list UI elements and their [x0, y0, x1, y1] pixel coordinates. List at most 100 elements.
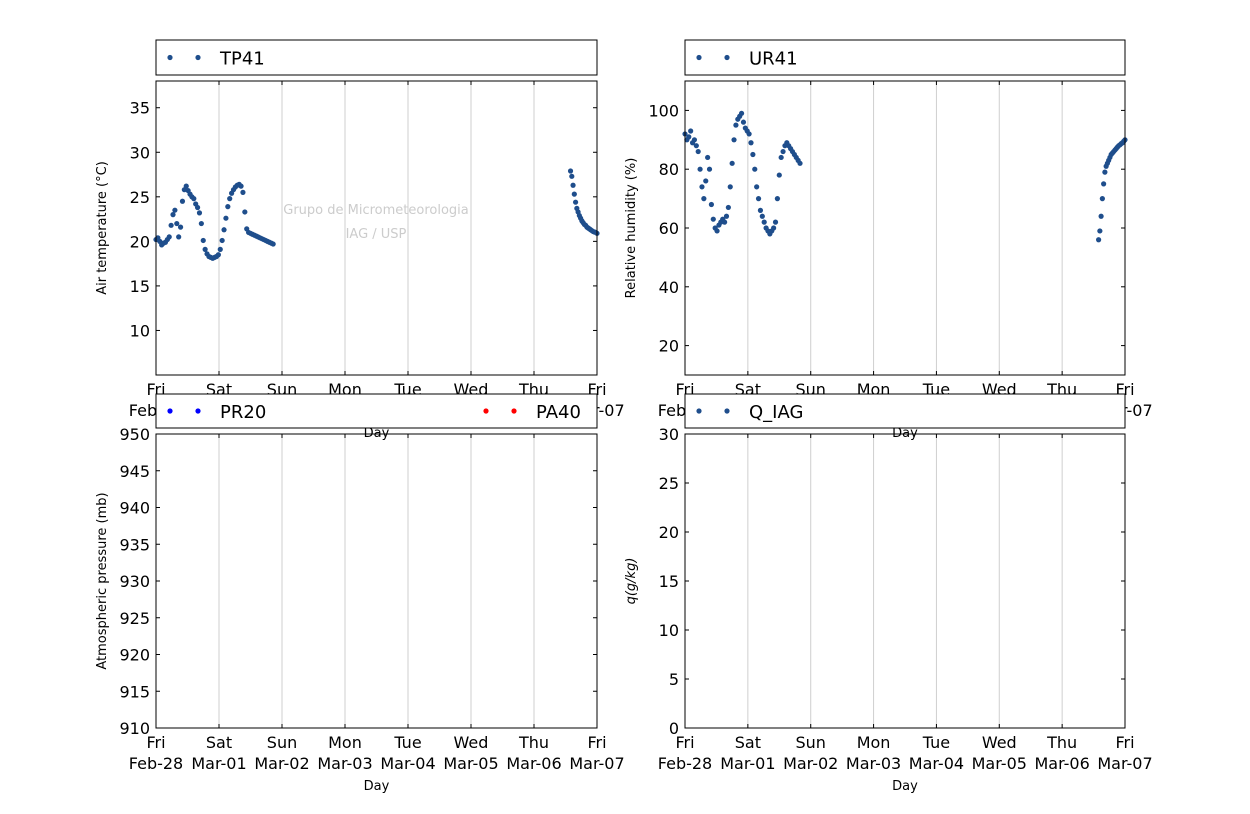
x-tick-label-day: Tue	[393, 733, 421, 752]
y-tick-label: 930	[119, 572, 150, 591]
data-point	[708, 201, 715, 208]
data-point	[759, 213, 765, 219]
legend-marker	[167, 408, 173, 414]
data-point	[772, 219, 779, 225]
legend: PR20 PA40	[155, 393, 598, 429]
x-tick-label-day: Fri	[675, 733, 694, 752]
data-point	[179, 198, 186, 204]
x-tick-label-date: Mar-03	[846, 754, 901, 773]
y-tick-label: 945	[119, 462, 150, 481]
data-point	[722, 219, 728, 225]
data-point	[752, 166, 758, 172]
data-point	[695, 148, 701, 155]
data-point	[219, 237, 225, 244]
x-tick-label-day: Fri	[587, 733, 606, 752]
legend-box	[684, 39, 1126, 76]
data-point	[727, 184, 733, 190]
data-point	[177, 224, 184, 230]
y-tick-label: 910	[119, 719, 150, 738]
y-tick-label: 20	[659, 337, 679, 356]
legend-marker	[511, 408, 517, 414]
data-point	[691, 137, 698, 143]
data-point	[225, 204, 231, 210]
plot-frame	[684, 433, 1126, 729]
legend-label: Q_IAG	[749, 402, 803, 423]
x-tick-label-day: Thu	[1046, 733, 1077, 752]
data-point	[200, 237, 206, 244]
data-point	[703, 178, 709, 184]
x-tick-label-day: Thu	[518, 733, 549, 752]
x-tick-label-date: Mar-04	[909, 754, 964, 773]
data-point	[701, 196, 707, 202]
x-tick-label-day: Fri	[1115, 733, 1134, 752]
data-point	[733, 122, 739, 128]
y-axis-label: Air temperature (°C)	[95, 161, 110, 295]
data-point	[706, 166, 713, 172]
data-point	[740, 119, 747, 125]
chart-humidity: 20406080100FriFeb-28SatMar-01SunMar-02Mo…	[624, 39, 1153, 441]
data-point	[778, 154, 784, 161]
x-tick-label-date: Mar-07	[1097, 754, 1152, 773]
y-tick-label: 915	[119, 682, 150, 701]
x-tick-label-date: Mar-05	[972, 754, 1027, 773]
data-point	[761, 219, 767, 225]
data-point	[725, 204, 731, 211]
data-point	[710, 216, 716, 222]
y-tick-label: 940	[119, 499, 150, 518]
data-point	[699, 184, 705, 190]
series-UR41	[682, 110, 1128, 243]
plot-frame	[155, 433, 598, 729]
data-point	[227, 196, 233, 202]
legend: UR41	[684, 39, 1126, 76]
y-axis-label: Atmospheric pressure (mb)	[95, 492, 110, 669]
y-tick-label: 5	[669, 670, 679, 689]
legend-marker	[696, 54, 702, 61]
data-point	[166, 234, 172, 240]
data-point	[776, 172, 782, 178]
y-tick-label: 20	[130, 232, 150, 251]
legend-box	[684, 393, 1126, 429]
x-tick-label-day: Sun	[267, 733, 297, 752]
x-tick-label-day: Sat	[735, 733, 761, 752]
data-point	[191, 196, 197, 202]
data-point	[1102, 169, 1108, 175]
data-point	[1099, 196, 1105, 202]
y-tick-label: 25	[659, 474, 679, 493]
x-tick-label-day: Wed	[454, 733, 489, 752]
watermark: Grupo de Micrometeorologia IAG / USP	[283, 203, 469, 242]
x-tick-label-day: Wed	[982, 733, 1017, 752]
y-tick-label: 0	[669, 719, 679, 738]
data-point	[572, 199, 579, 205]
data-point	[242, 209, 248, 215]
data-point	[748, 140, 754, 146]
y-tick-label: 10	[659, 621, 679, 640]
legend-marker	[696, 408, 702, 414]
series-TP41	[153, 168, 600, 261]
data-point	[1098, 213, 1104, 219]
data-point	[1096, 237, 1102, 243]
data-point	[755, 196, 762, 202]
data-point	[567, 168, 574, 174]
legend-box	[155, 39, 598, 76]
legend-marker	[195, 408, 201, 414]
data-point	[686, 134, 692, 140]
x-tick-label-date: Mar-02	[254, 754, 309, 773]
x-tick-label-date: Feb-28	[129, 754, 183, 773]
x-tick-label-date: Mar-01	[191, 754, 246, 773]
x-tick-label-day: Mon	[857, 733, 891, 752]
data-point	[194, 204, 201, 211]
legend-label: PR20	[220, 402, 266, 423]
y-axis-label: Relative humidity (%)	[624, 158, 639, 299]
data-point	[240, 189, 246, 195]
data-point	[1101, 181, 1107, 187]
x-tick-label-day: Mon	[328, 733, 362, 752]
y-tick-label: 30	[130, 143, 150, 162]
data-point	[570, 182, 576, 188]
plot-frame	[684, 80, 1126, 376]
chart-pressure: 910 915 920 925 930 935 940 945 950 Fri Feb-28 Sat M…	[95, 393, 625, 794]
y-tick-label: 25	[130, 188, 150, 207]
data-point	[172, 207, 178, 213]
y-tick-label: 10	[130, 321, 150, 340]
data-point	[238, 183, 244, 189]
